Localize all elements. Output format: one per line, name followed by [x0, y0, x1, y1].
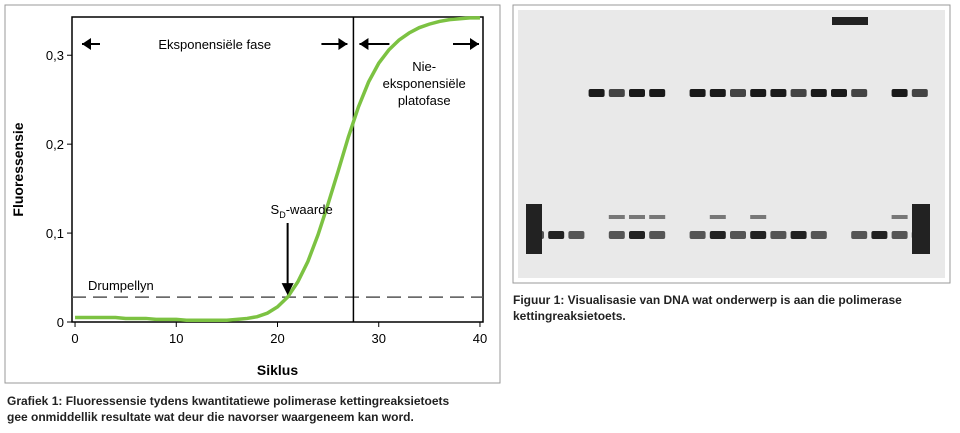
gel-bands: [526, 17, 930, 254]
x-tick-label: 0: [71, 331, 78, 346]
x-tick-label: 20: [270, 331, 284, 346]
y-tick-label: 0,1: [46, 226, 64, 241]
chart-caption: Grafiek 1: Fluoressensie tydens kwantita…: [7, 393, 449, 425]
phase-label: platofase: [398, 93, 451, 108]
gel-band: [750, 231, 767, 239]
gel-band: [709, 89, 726, 97]
gel-caption: Figuur 1: Visualisasie van DNA wat onder…: [513, 292, 902, 324]
arrow-head: [470, 38, 479, 50]
gel-ladder: [526, 204, 542, 254]
arrow-head: [359, 38, 369, 50]
gel-band: [709, 215, 726, 219]
x-tick-label: 10: [169, 331, 183, 346]
phase-label: eksponensiële: [383, 76, 466, 91]
gel-band: [548, 231, 565, 239]
gel-band: [750, 215, 767, 219]
gel-band: [629, 231, 645, 239]
gel-band: [649, 231, 666, 239]
gel-ladder: [912, 204, 930, 254]
sd-label-part: -waarde: [286, 202, 333, 217]
y-tick-label: 0,2: [46, 137, 64, 152]
chart-border: [4, 4, 501, 384]
gel-band: [608, 231, 625, 239]
gel-band: [608, 89, 625, 97]
gel-band: [629, 89, 645, 97]
y-tick-label: 0: [57, 315, 64, 330]
phase-label: Eksponensiële fase: [158, 37, 271, 52]
caption-line: kettingreaksietoets.: [513, 309, 626, 323]
arrow-head: [82, 38, 91, 50]
gel-band: [851, 89, 868, 97]
gel-band: [790, 231, 807, 239]
y-axis-label: Fluoressensie: [10, 122, 26, 216]
caption-line: gee onmiddellik resultate wat deur die n…: [7, 410, 414, 424]
gel-band: [588, 89, 605, 97]
data-line: [75, 16, 480, 322]
gel-band: [871, 231, 888, 239]
gel-band: [770, 231, 787, 239]
y-tick-label: 0,3: [46, 48, 64, 63]
gel-band: [608, 215, 625, 219]
gel-band: [709, 231, 726, 239]
x-axis-label: Siklus: [257, 362, 298, 378]
gel-band: [689, 231, 706, 239]
gel-band: [790, 89, 807, 97]
gel-band: [810, 231, 827, 239]
arrow-head: [338, 38, 348, 50]
gel-band: [911, 89, 928, 97]
caption-line: Figuur 1: Visualisasie van DNA wat onder…: [513, 293, 902, 307]
gel-band: [649, 215, 666, 219]
x-tick-label: 30: [371, 331, 385, 346]
threshold-label: Drumpellyn: [88, 278, 154, 293]
sd-arrow-head: [281, 283, 294, 296]
gel-band: [851, 231, 868, 239]
phase-label: Nie-: [412, 59, 436, 74]
gel-band: [832, 17, 868, 25]
gel-band: [891, 215, 908, 219]
x-tick-label: 40: [473, 331, 487, 346]
caption-line: Grafiek 1: Fluoressensie tydens kwantita…: [7, 394, 450, 408]
gel-band: [770, 89, 787, 97]
gel-band: [649, 89, 666, 97]
gel-band: [689, 89, 706, 97]
gel-band: [831, 89, 847, 97]
gel-band: [629, 215, 645, 219]
gel-band: [891, 231, 908, 239]
gel-band: [730, 231, 746, 239]
gel-band: [750, 89, 767, 97]
gel-band: [810, 89, 827, 97]
sd-label: SD-waarde: [271, 202, 333, 220]
gel-band: [891, 89, 908, 97]
gel-band: [730, 89, 746, 97]
sd-label-part: D: [279, 210, 286, 220]
sd-label-part: S: [271, 202, 280, 217]
gel-band: [568, 231, 585, 239]
